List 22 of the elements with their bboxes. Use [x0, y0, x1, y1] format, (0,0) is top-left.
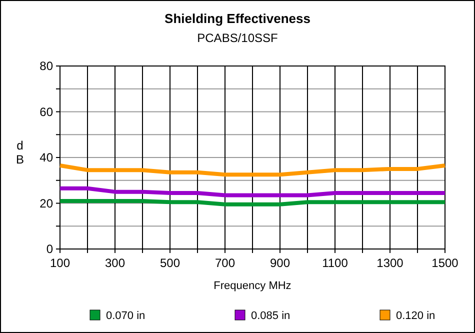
- x-tick-label: 1300: [376, 256, 404, 270]
- y-tick-label: 80: [40, 59, 54, 74]
- x-tick-label: 100: [50, 256, 70, 270]
- y-axis-title: dB: [16, 138, 24, 166]
- x-tick-label: 500: [160, 256, 180, 270]
- x-tick-label: 300: [104, 256, 126, 270]
- y-tick-label: 0: [46, 242, 54, 256]
- y-tick-label: 40: [40, 150, 54, 165]
- x-tick-label: 1100: [322, 256, 348, 270]
- legend-label: 0.120 in: [396, 310, 436, 322]
- x-tick-label: 900: [270, 256, 290, 270]
- legend-label: 0.085 in: [251, 310, 290, 322]
- y-tick-label: 20: [40, 196, 54, 210]
- chart-title: Shielding Effectiveness: [164, 11, 310, 26]
- x-tick-label: 1500: [432, 256, 459, 270]
- y-tick-label: 60: [40, 104, 54, 119]
- legend-label: 0.070 in: [106, 310, 146, 322]
- line-series: [58, 186, 447, 198]
- x-tick-label: 700: [214, 256, 236, 270]
- x-axis-title: Frequency MHz: [214, 280, 292, 292]
- line-series: [58, 164, 447, 177]
- chart-subtitle: PCABS/10SSF: [197, 31, 278, 45]
